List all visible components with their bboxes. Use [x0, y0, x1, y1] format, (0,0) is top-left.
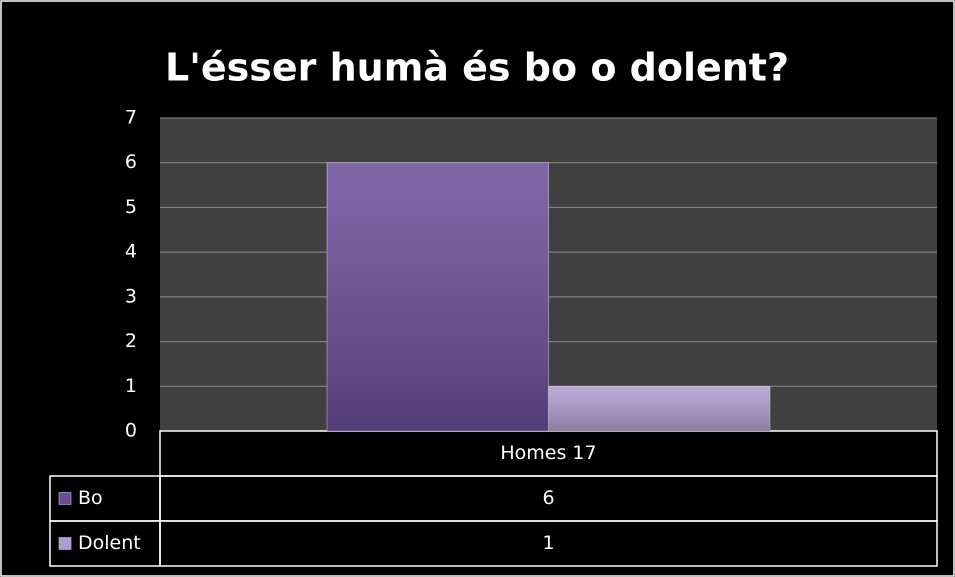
y-tick-label: 6	[125, 151, 137, 173]
legend-swatch	[58, 537, 72, 550]
legend-label: Dolent	[78, 532, 141, 554]
table-value: 6	[542, 487, 554, 509]
table-cell	[159, 520, 938, 567]
y-tick-label: 7	[125, 107, 137, 129]
y-tick-label: 0	[125, 420, 137, 442]
legend-swatch	[58, 492, 72, 505]
y-tick-label: 4	[125, 241, 137, 263]
bar-shade	[327, 162, 549, 431]
y-tick-label: 2	[125, 330, 137, 352]
y-tick-label: 5	[125, 196, 137, 218]
chart-title: L'ésser humà és bo o dolent?	[165, 46, 789, 90]
table-value: 1	[542, 532, 554, 554]
bar-shade	[548, 386, 770, 431]
y-tick-label: 1	[125, 375, 137, 397]
y-tick-label: 3	[125, 285, 137, 307]
x-tick-label: Homes 17	[500, 442, 596, 464]
legend-label: Bo	[78, 487, 103, 509]
